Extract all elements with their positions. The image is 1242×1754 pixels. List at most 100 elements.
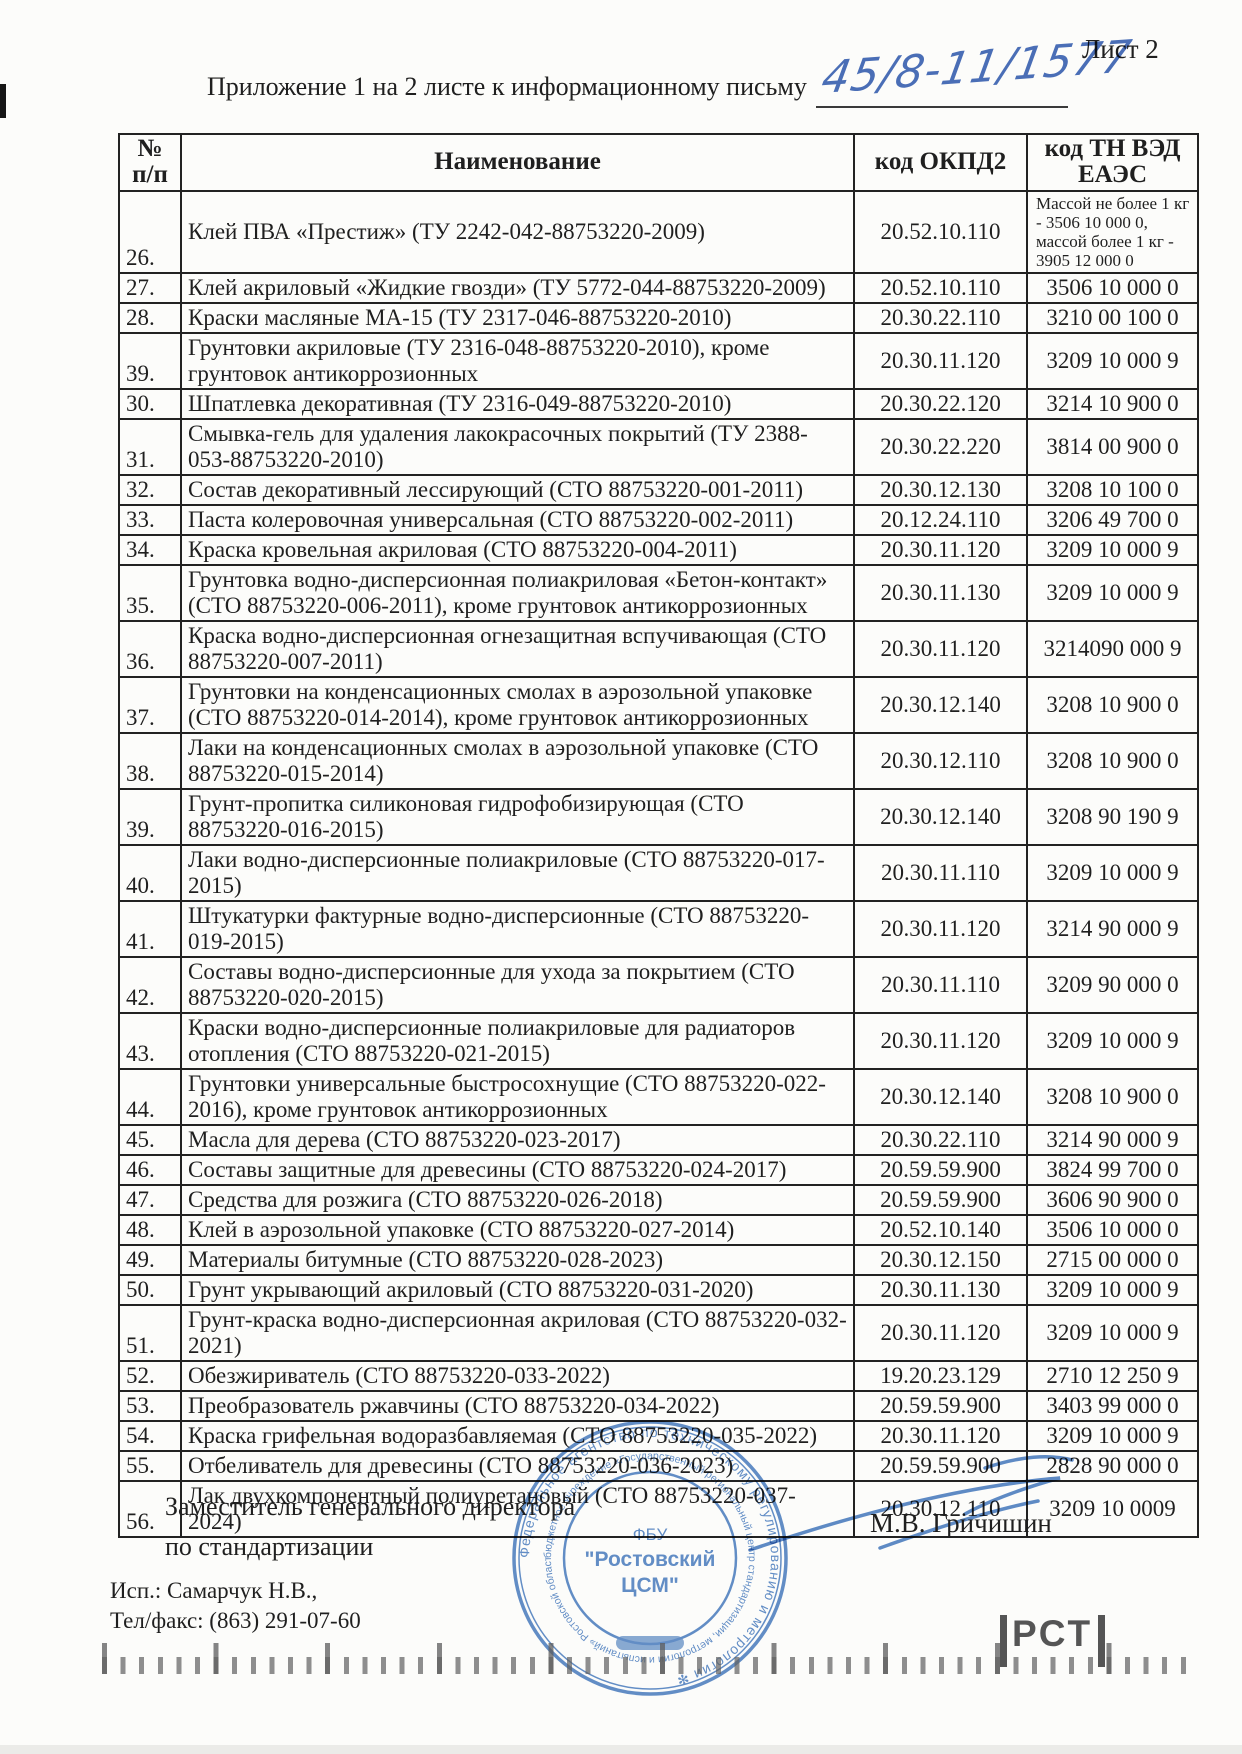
cell-tnved: 3214 90 000 9 [1026,1123,1199,1156]
cell-tnved: 3209 10 000 9 [1026,1011,1199,1070]
cell-num: 46. [118,1153,182,1186]
cell-num: 33. [118,503,182,536]
cell-num: 30. [118,387,182,420]
table-row: 51. Грунт-краска водно-дисперсионная акри… [118,1303,1199,1362]
cell-name: Паста колеровочная универсальная (СТО 88… [180,503,855,536]
cell-okpd2: 20.30.11.120 [853,331,1028,390]
table-row: 53. Преобразователь ржавчины (СТО 8875322… [118,1389,1199,1422]
cell-name: Смывка-гель для удаления лакокрасочных п… [180,417,855,476]
cell-num: 47. [118,1183,182,1216]
appendix-line: Приложение 1 на 2 листе к информационном… [207,72,807,101]
col-header-okpd2: код ОКПД2 [853,133,1028,192]
cell-okpd2: 20.59.59.900 [853,1153,1028,1186]
cell-tnved: 3209 10 0009 [1026,1479,1199,1538]
cell-name: Клей в аэрозольной упаковке (СТО 8875322… [180,1213,855,1246]
executor-line: Исп.: Самарчук Н.В., [110,1578,318,1603]
handwritten-letter-number: 45/8-11/1577 [817,30,1136,105]
table-row: 39. Грунтовки акриловые (ТУ 2316-048-8875… [118,331,1199,390]
cell-name: Шпатлевка декоративная (ТУ 2316-049-8875… [180,387,855,420]
cell-tnved: 3606 90 900 0 [1026,1183,1199,1216]
cell-okpd2: 20.30.11.110 [853,843,1028,902]
table-body: 26. Клей ПВА «Престиж» (ТУ 2242-042-88753… [118,189,1199,1538]
cell-name: Преобразователь ржавчины (СТО 88753220-0… [180,1389,855,1422]
cell-tnved: 3209 10 000 9 [1026,1303,1199,1362]
cell-tnved: 3209 10 000 9 [1026,331,1199,390]
cell-tnved: 3824 99 700 0 [1026,1153,1199,1186]
cell-num: 43. [118,1011,182,1070]
cell-num: 50. [118,1273,182,1306]
deputy-title-line1: Заместитель генерального директора [165,1492,576,1521]
rst-logo-right-bar [1098,1615,1106,1667]
table-row: 30. Шпатлевка декоративная (ТУ 2316-049-8… [118,387,1199,420]
cell-tnved: 3214 10 900 0 [1026,387,1199,420]
cell-name: Обезжириватель (СТО 88753220-033-2022) [180,1359,855,1392]
table-row: 31. Смывка-гель для удаления лакокрасочны… [118,417,1199,476]
table-row: 49. Материалы битумные (СТО 88753220-028-… [118,1243,1199,1276]
cell-name: Материалы битумные (СТО 88753220-028-202… [180,1243,855,1276]
cell-tnved: 2710 12 250 9 [1026,1359,1199,1392]
table-row: 33. Паста колеровочная универсальная (СТО… [118,503,1199,536]
cell-num: 55. [118,1449,182,1482]
cell-tnved: 2715 00 000 0 [1026,1243,1199,1276]
cell-tnved: 3209 10 000 9 [1026,1273,1199,1306]
table-row: 41. Штукатурки фактурные водно-дисперсион… [118,899,1199,958]
cell-okpd2: 20.52.10.140 [853,1213,1028,1246]
table-row: 56. Лак двухкомпонентный полиуретановый (… [118,1479,1199,1538]
cell-num: 44. [118,1067,182,1126]
fill-in-underline [816,106,1068,108]
cell-num: 48. [118,1213,182,1246]
cell-num: 45. [118,1123,182,1156]
rst-logo: РСТ [1000,1615,1106,1667]
table-row: 45. Масла для дерева (СТО 88753220-023-20… [118,1123,1199,1156]
cell-tnved: Массой не более 1 кг - 3506 10 000 0, ма… [1026,189,1199,274]
cell-name: Средства для розжига (СТО 88753220-026-2… [180,1183,855,1216]
table-row: 35. Грунтовка водно-дисперсионная полиакр… [118,563,1199,622]
table-row: 28. Краски масляные МА-15 (ТУ 2317-046-88… [118,301,1199,334]
cell-tnved: 3209 10 000 9 [1026,1419,1199,1452]
cell-num: 36. [118,619,182,678]
cell-tnved: 3209 10 000 9 [1026,533,1199,566]
cell-tnved: 3209 10 000 9 [1026,843,1199,902]
cell-okpd2: 20.59.59.900 [853,1183,1028,1216]
products-table: № п/п Наименование код ОКПД2 код ТН ВЭД … [118,133,1199,1538]
table-row: 46. Составы защитные для древесины (СТО 8… [118,1153,1199,1186]
cell-okpd2: 20.59.59.900 [853,1389,1028,1422]
cell-num: 37. [118,675,182,734]
table-row: 36. Краска водно-дисперсионная огнезащитн… [118,619,1199,678]
cell-name: Клей акриловый «Жидкие гвозди» (ТУ 5772-… [180,271,855,304]
cell-num: 52. [118,1359,182,1392]
table-row: 38. Лаки на конденсационных смолах в аэро… [118,731,1199,790]
phone-line: Тел/факс: (863) 291-07-60 [110,1608,361,1633]
cell-tnved: 3206 49 700 0 [1026,503,1199,536]
scan-edge-artifact [0,84,6,118]
cell-num: 42. [118,955,182,1014]
cell-num: 38. [118,731,182,790]
cell-tnved: 3403 99 000 0 [1026,1389,1199,1422]
table-row: 40. Лаки водно-дисперсионные полиакриловы… [118,843,1199,902]
table-row: 39. Грунт-пропитка силиконовая гидрофобиз… [118,787,1199,846]
table-row: 52. Обезжириватель (СТО 88753220-033-2022… [118,1359,1199,1392]
cell-tnved: 3208 10 900 0 [1026,731,1199,790]
cell-name: Грунт-пропитка силиконовая гидрофобизиру… [180,787,855,846]
cell-name: Составы водно-дисперсионные для ухода за… [180,955,855,1014]
cell-num: 40. [118,843,182,902]
rst-logo-left-bar [1000,1615,1007,1667]
signature [748,1455,1074,1552]
table-row: 26. Клей ПВА «Престиж» (ТУ 2242-042-88753… [118,189,1199,274]
cell-okpd2: 20.30.12.110 [853,731,1028,790]
table-row: 37. Грунтовки на конденсационных смолах в… [118,675,1199,734]
cell-name: Грунтовки универсальные быстросохнущие (… [180,1067,855,1126]
cell-okpd2: 20.30.11.120 [853,1011,1028,1070]
cell-okpd2: 20.59.59.900 [853,1449,1028,1482]
cell-okpd2: 20.30.11.130 [853,563,1028,622]
deputy-title-line2: по стандартизации [165,1532,374,1561]
cell-tnved: 3214 90 000 9 [1026,899,1199,958]
table-row: 34. Краска кровельная акриловая (СТО 8875… [118,533,1199,566]
cell-num: 41. [118,899,182,958]
cell-name: Лаки на конденсационных смолах в аэрозол… [180,731,855,790]
cell-num: 39. [118,787,182,846]
cell-num: 27. [118,271,182,304]
table-row: 44. Грунтовки универсальные быстросохнущи… [118,1067,1199,1126]
cell-okpd2: 20.52.10.110 [853,271,1028,304]
